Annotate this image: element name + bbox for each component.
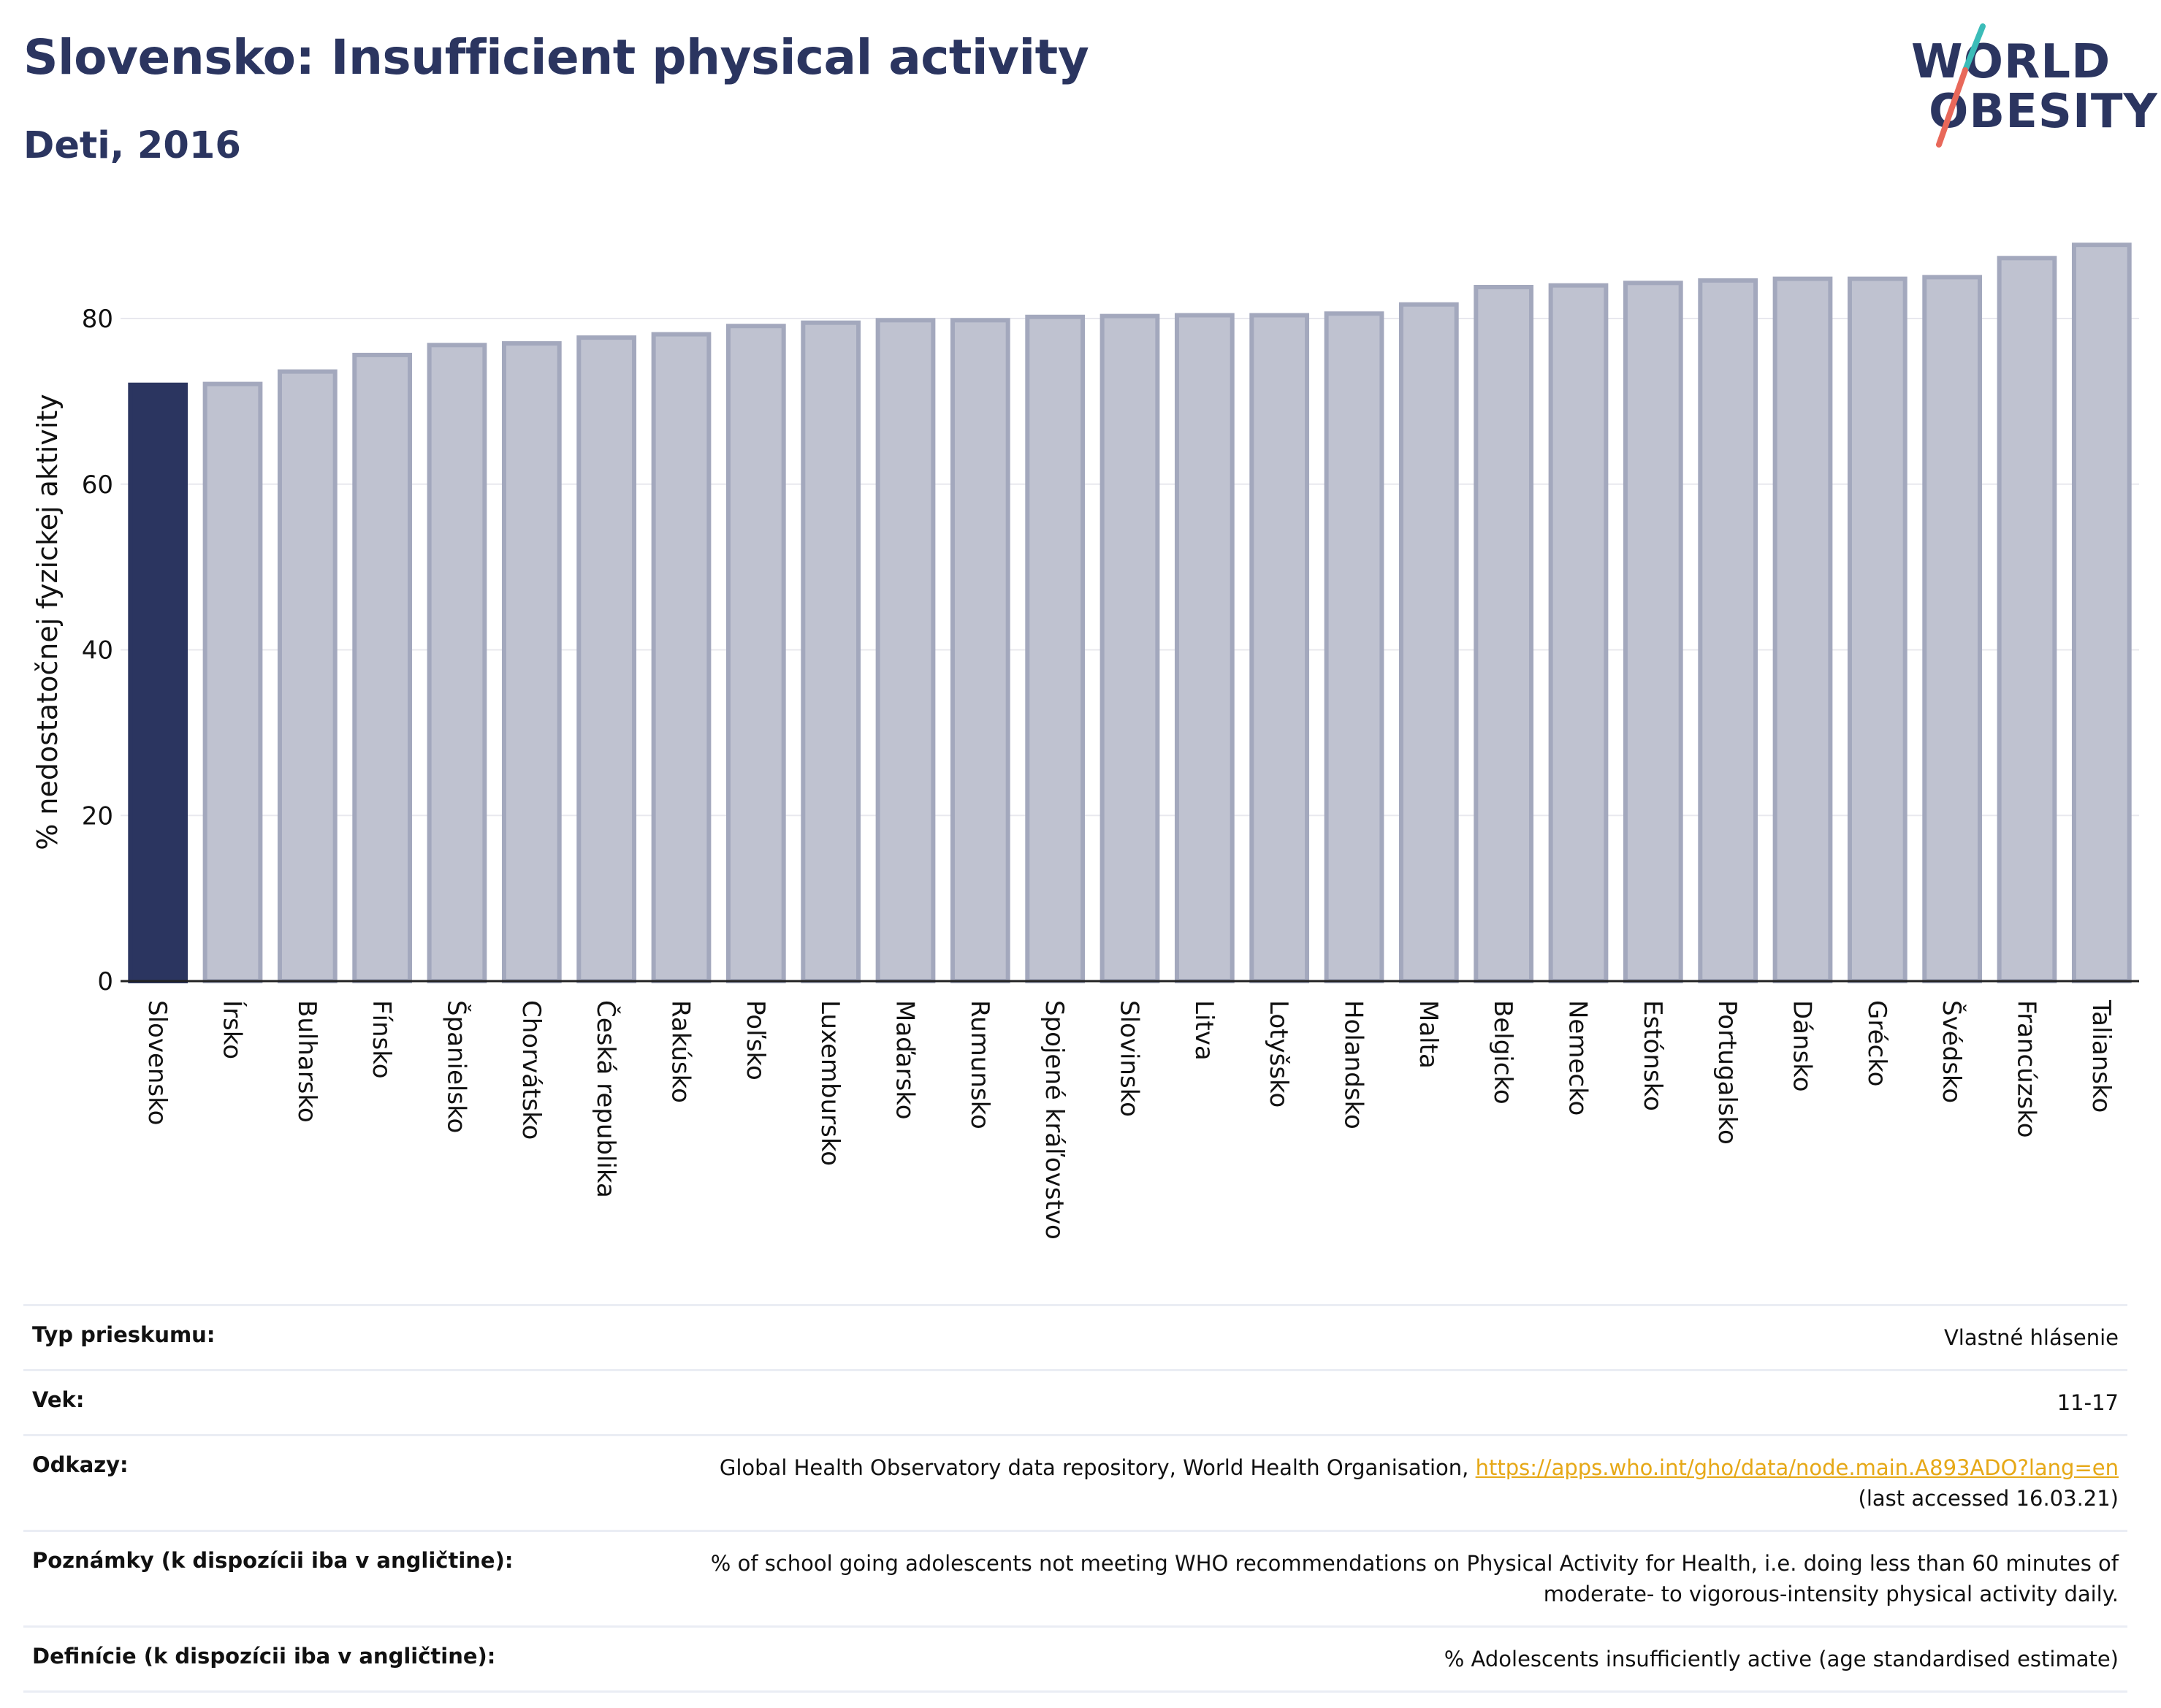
bar-francúzsko <box>1997 256 2057 983</box>
reference-text: Global Health Observatory data repositor… <box>719 1455 1476 1480</box>
bar-grécko <box>1847 276 1907 983</box>
x-tick-label: Slovensko <box>142 1000 172 1125</box>
x-tick-label: Česká republika <box>591 1000 621 1198</box>
x-tick-label: Rakúsko <box>666 1000 695 1103</box>
bar-švédsko <box>1922 275 1983 983</box>
x-tick-label: Španielsko <box>442 1000 472 1133</box>
x-tick-label: Portugalsko <box>1712 1000 1742 1145</box>
y-axis-label: % nedostatočnej fyzickej aktivity <box>31 394 64 850</box>
x-tick-label: Holandsko <box>1339 1000 1368 1129</box>
bar-slovensko <box>128 382 188 983</box>
y-tick-label: 40 <box>82 636 113 666</box>
logo-text-line1: WORLD <box>1911 35 2111 89</box>
bar-španielsko <box>427 343 487 984</box>
bar-rumunsko <box>950 318 1010 984</box>
info-label: Vek: <box>23 1369 596 1436</box>
bar-fínsko <box>352 352 413 983</box>
x-tick-label: Rumunsko <box>965 1000 994 1129</box>
bar-slovinsko <box>1099 313 1160 983</box>
x-tick-label: Francúzsko <box>2012 1000 2041 1138</box>
chart-subtitle: Deti, 2016 <box>23 124 241 167</box>
bar-chart: 0 20 40 60 80 Slovensko Írsko Bulharsko Fínsko Šp… <box>31 243 2139 1240</box>
x-tick-label: Grécko <box>1862 1000 1891 1086</box>
bar-portugalsko <box>1698 278 1758 983</box>
bar-chorvátsko <box>501 341 562 984</box>
bar-estónsko <box>1623 281 1683 983</box>
info-row-references: Odkazy: Global Health Observatory data r… <box>23 1434 2127 1531</box>
info-label: Odkazy: <box>23 1434 596 1531</box>
x-tick-label: Belgicko <box>1488 1000 1517 1105</box>
x-tick-label: Nemecko <box>1563 1000 1593 1116</box>
x-tick-label: Poľsko <box>741 1000 770 1080</box>
info-table: Typ prieskumu: Vlastné hlásenie Vek: 11-… <box>23 1304 2127 1693</box>
x-tick-label: Írsko <box>218 1000 248 1059</box>
world-obesity-logo: WORLD OBESITY <box>1899 20 2157 152</box>
reference-link[interactable]: https://apps.who.int/gho/data/node.main.… <box>1475 1455 2119 1480</box>
bar-česká-republika <box>576 335 637 983</box>
bar-dánsko <box>1772 276 1833 983</box>
bar-rakúsko <box>651 332 712 984</box>
info-label: Typ prieskumu: <box>23 1304 596 1370</box>
axis-layer: 0 20 40 60 80 Slovensko Írsko Bulharsko Fínsko Šp… <box>82 305 2139 1240</box>
x-tick-label: Luxembursko <box>815 1000 845 1166</box>
x-tick-label: Malta <box>1414 1000 1443 1069</box>
info-row-definitions: Definície (k dispozícii iba v angličtine… <box>23 1625 2127 1693</box>
y-tick-label: 20 <box>82 801 113 831</box>
bar-írsko <box>202 381 263 983</box>
y-tick-label: 80 <box>82 305 113 334</box>
x-tick-label: Spojené kráľovstvo <box>1040 1000 1069 1240</box>
bar-maďarsko <box>875 318 936 984</box>
bar-taliansko <box>2071 243 2132 983</box>
logo-text-line2: OBESITY <box>1929 85 2158 139</box>
info-row-survey-type: Typ prieskumu: Vlastné hlásenie <box>23 1304 2127 1370</box>
info-row-age: Vek: 11-17 <box>23 1369 2127 1436</box>
info-label: Poznámky (k dispozícii iba v angličtine)… <box>23 1530 596 1627</box>
x-tick-label: Švédsko <box>1937 1000 1967 1103</box>
x-tick-label: Slovinsko <box>1115 1000 1144 1117</box>
bar-holandsko <box>1324 311 1384 983</box>
bar-bulharsko <box>277 369 338 984</box>
info-value: 11-17 <box>596 1369 2127 1436</box>
bar-lotyšsko <box>1249 313 1310 984</box>
x-tick-label: Taliansko <box>2086 999 2116 1113</box>
info-row-notes: Poznámky (k dispozícii iba v angličtine)… <box>23 1530 2127 1627</box>
chart-title: Slovensko: Insufficient physical activit… <box>23 29 1089 85</box>
x-tick-label: Fínsko <box>367 1000 396 1079</box>
reference-accessed: (last accessed 16.03.21) <box>1858 1486 2119 1511</box>
x-tick-label: Bulharsko <box>292 1000 321 1123</box>
bar-spojené-kráľovstvo <box>1025 314 1086 984</box>
info-value: % of school going adolescents not meetin… <box>596 1530 2127 1627</box>
x-tick-label: Chorvátsko <box>517 1000 546 1140</box>
bar-litva <box>1174 313 1235 984</box>
info-value: Vlastné hlásenie <box>596 1304 2127 1370</box>
bar-belgicko <box>1474 284 1534 983</box>
info-label: Definície (k dispozícii iba v angličtine… <box>23 1625 596 1693</box>
info-value: Global Health Observatory data repositor… <box>596 1434 2127 1531</box>
info-value: % Adolescents insufficiently active (age… <box>596 1625 2127 1693</box>
bar-malta <box>1398 302 1459 984</box>
x-tick-label: Lotyšsko <box>1264 1000 1293 1107</box>
x-tick-label: Dánsko <box>1788 1000 1817 1092</box>
bar-layer <box>128 243 2132 984</box>
bar-nemecko <box>1548 283 1609 983</box>
y-tick-label: 0 <box>97 967 113 996</box>
x-tick-label: Litva <box>1189 1000 1219 1061</box>
bar-luxembursko <box>801 320 861 983</box>
x-tick-label: Maďarsko <box>891 1000 920 1120</box>
bar-poľsko <box>725 324 786 983</box>
y-tick-label: 60 <box>82 470 113 500</box>
x-tick-label: Estónsko <box>1638 1000 1667 1111</box>
logo-slash-icon <box>1936 23 1986 148</box>
